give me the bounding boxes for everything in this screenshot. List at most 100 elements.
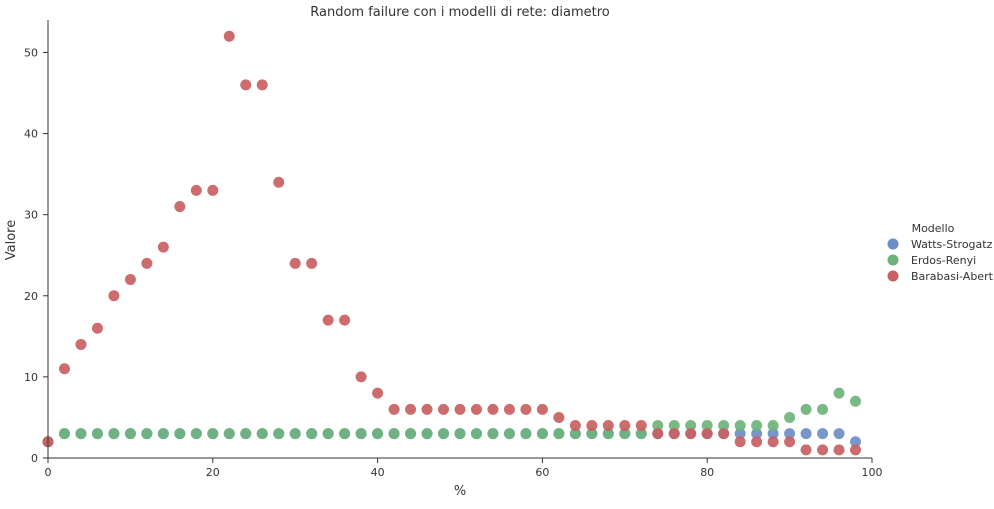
data-point (685, 428, 697, 440)
data-point (421, 428, 433, 440)
data-point (91, 322, 103, 334)
data-point (734, 420, 746, 432)
data-point (536, 428, 548, 440)
data-point (652, 428, 664, 440)
data-point (339, 314, 351, 326)
data-point (174, 428, 186, 440)
x-tick-label: 100 (862, 466, 883, 479)
data-point (850, 444, 862, 456)
data-point (470, 428, 482, 440)
x-axis-title: % (454, 484, 466, 499)
data-point (635, 420, 647, 432)
data-point (520, 428, 532, 440)
data-point (240, 79, 252, 91)
data-point (767, 420, 779, 432)
data-point (833, 387, 845, 399)
data-point (91, 428, 103, 440)
data-point (289, 257, 301, 269)
data-point (619, 428, 631, 440)
data-point (784, 436, 796, 448)
y-tick-label: 30 (24, 209, 38, 222)
data-point (207, 184, 219, 196)
data-point (569, 420, 581, 432)
data-point (273, 428, 285, 440)
data-point (751, 428, 763, 440)
data-point (652, 420, 664, 432)
data-point (470, 403, 482, 415)
data-point (438, 403, 450, 415)
data-point (438, 428, 450, 440)
data-point (355, 428, 367, 440)
data-point (602, 420, 614, 432)
data-point (850, 395, 862, 407)
data-point (322, 428, 334, 440)
data-point (553, 428, 565, 440)
data-point (421, 403, 433, 415)
data-point (388, 403, 400, 415)
data-point (668, 428, 680, 440)
chart-title: Random failure con i modelli di rete: di… (310, 5, 610, 20)
data-point (256, 79, 268, 91)
data-point (833, 444, 845, 456)
x-tick-label: 80 (700, 466, 714, 479)
data-point (322, 314, 334, 326)
data-point (124, 428, 136, 440)
data-point (223, 428, 235, 440)
data-point (289, 428, 301, 440)
data-point (355, 371, 367, 383)
series-barabasi-abert (42, 30, 862, 456)
data-point (586, 420, 598, 432)
data-point (850, 436, 862, 448)
data-point (817, 444, 829, 456)
data-point (306, 428, 318, 440)
data-point (784, 428, 796, 440)
x-tick-label: 0 (45, 466, 52, 479)
data-point (619, 420, 631, 432)
data-point (306, 257, 318, 269)
legend-marker (887, 238, 899, 250)
y-axis-title: Valore (4, 220, 19, 260)
data-point (751, 420, 763, 432)
legend-title: Modello (912, 222, 955, 235)
y-tick-label: 50 (24, 46, 38, 59)
y-tick-label: 40 (24, 128, 38, 141)
data-point (569, 428, 581, 440)
y-tick-label: 20 (24, 290, 38, 303)
data-point (784, 411, 796, 423)
data-point (388, 428, 400, 440)
data-point (223, 30, 235, 42)
x-tick-label: 40 (371, 466, 385, 479)
x-tick-label: 20 (206, 466, 220, 479)
data-point (635, 428, 647, 440)
data-point (767, 428, 779, 440)
data-point (718, 428, 730, 440)
legend-label: Watts-Strogatz (911, 238, 993, 251)
data-point (454, 403, 466, 415)
data-point (372, 428, 384, 440)
data-point (586, 428, 598, 440)
data-point (190, 428, 202, 440)
legend-label: Barabasi-Abert (911, 270, 994, 283)
data-point (503, 428, 515, 440)
data-point (685, 420, 697, 432)
data-point (174, 201, 186, 213)
data-point (240, 428, 252, 440)
data-point (800, 444, 812, 456)
y-tick-label: 10 (24, 371, 38, 384)
data-point (734, 428, 746, 440)
legend-marker (887, 254, 899, 266)
data-point (190, 184, 202, 196)
legend-label: Erdos-Renyi (911, 254, 976, 267)
data-point (58, 428, 70, 440)
data-point (553, 411, 565, 423)
data-point (454, 428, 466, 440)
data-point (767, 436, 779, 448)
data-point (536, 403, 548, 415)
data-point (602, 428, 614, 440)
data-point (734, 436, 746, 448)
data-point (487, 403, 499, 415)
data-point (157, 241, 169, 253)
data-point (751, 436, 763, 448)
data-point (520, 403, 532, 415)
